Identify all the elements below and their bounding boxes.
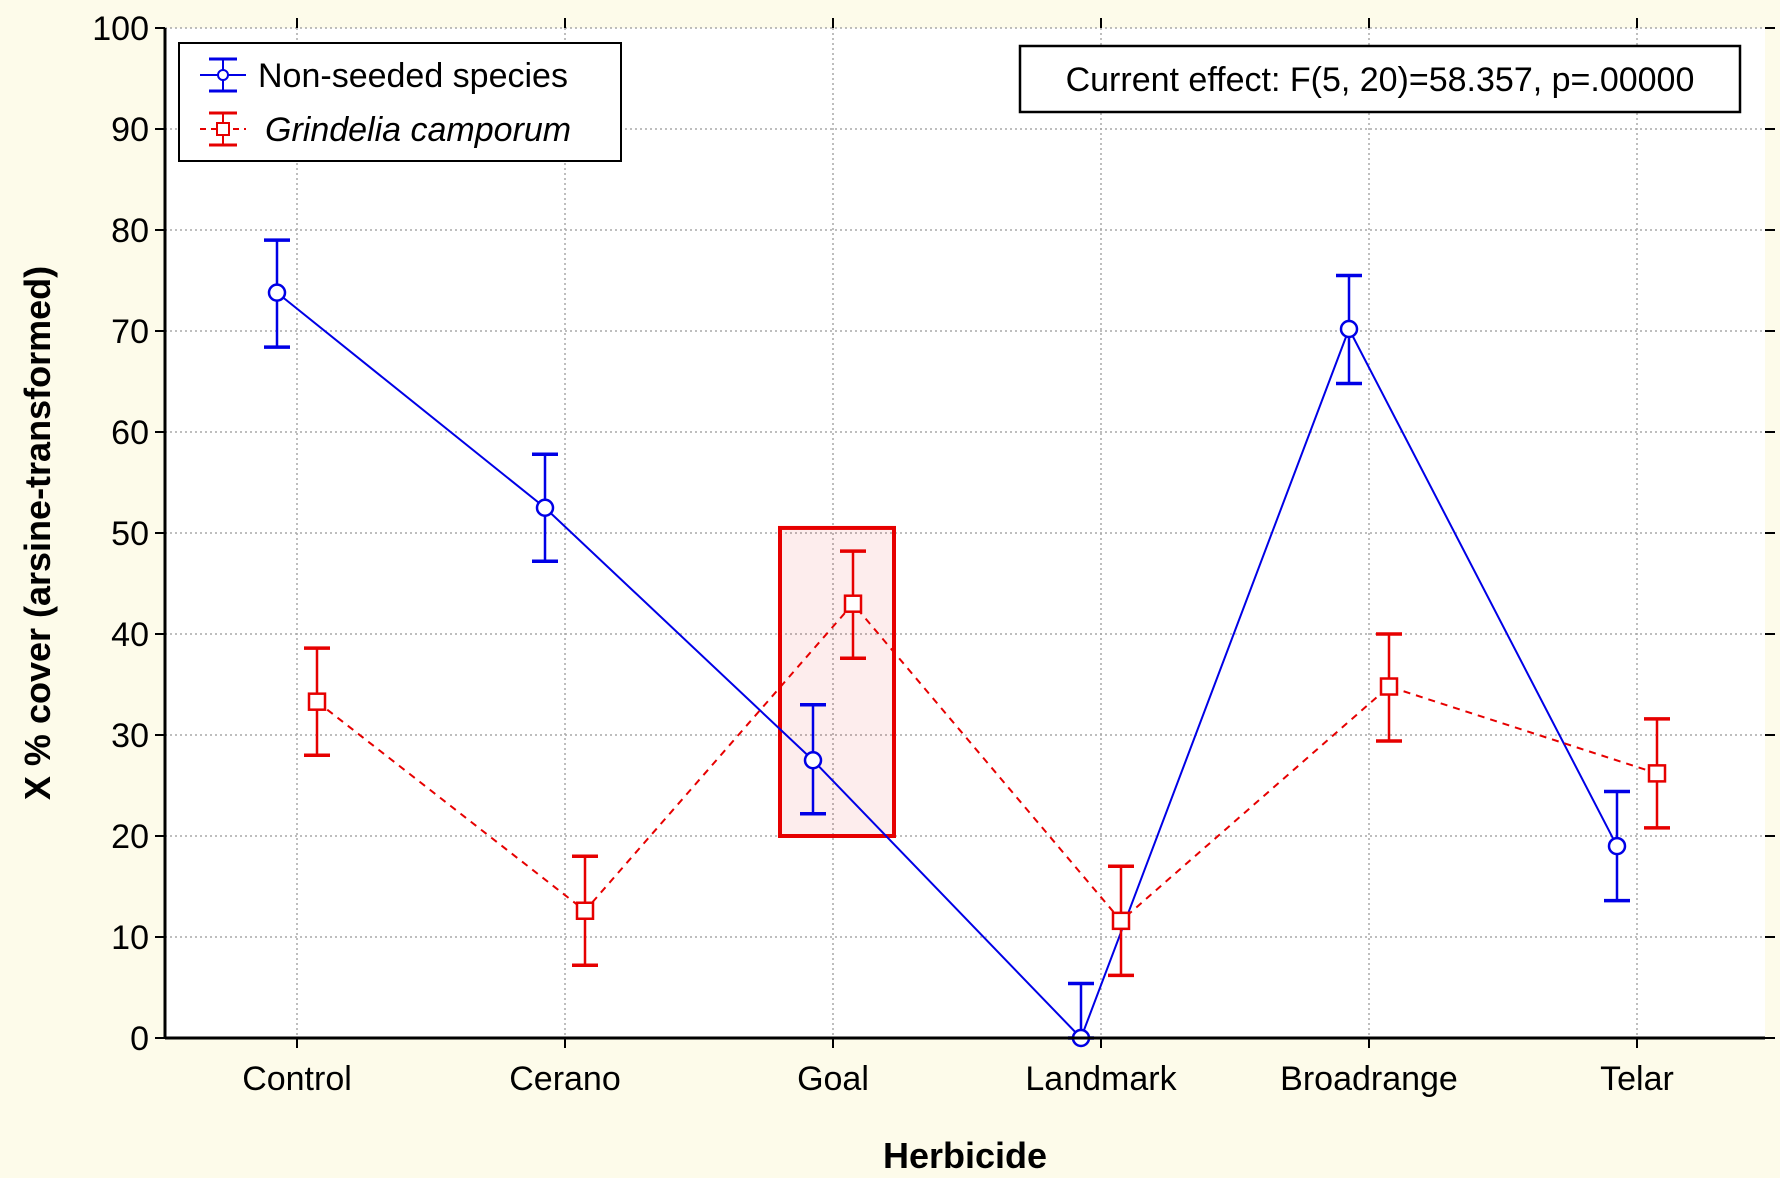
legend-box (178, 42, 622, 162)
grid (165, 27, 1765, 1038)
y-tick-label: 70 (111, 313, 149, 351)
data-point-non-seeded (1607, 836, 1627, 856)
y-tick-label: 40 (111, 616, 149, 654)
legend-label-non-seeded: Non-seeded species (258, 57, 568, 95)
data-point-grindelia (1111, 911, 1131, 931)
data-point-grindelia (575, 901, 595, 920)
y-tick-label: 20 (111, 818, 149, 856)
series-line-non-seeded (276, 291, 1618, 1040)
data-point-non-seeded (1339, 319, 1359, 339)
data-point-non-seeded (267, 283, 287, 302)
data-point-grindelia (843, 594, 863, 613)
data-point-grindelia (307, 692, 327, 711)
x-tick-label: Cerano (509, 1060, 621, 1098)
y-tick-label: 10 (111, 919, 149, 957)
annotation-frame (1018, 44, 1742, 114)
x-tick-label: Goal (797, 1060, 869, 1098)
data-point-non-seeded (535, 498, 555, 517)
y-tick-label: 60 (111, 414, 149, 452)
highlight-box (778, 525, 896, 838)
legend-symbol-grindelia (200, 111, 246, 147)
y-axis-title: X % cover (arsine-transformed) (17, 266, 58, 800)
annotation-box: Current effect: F(5, 20)=58.357, p=.0000… (1018, 44, 1742, 114)
axes (155, 18, 1775, 1048)
legend: Non-seeded species Grindelia camporum (178, 42, 622, 162)
y-tick-label: 100 (92, 10, 149, 48)
y-tick-label: 50 (111, 515, 149, 553)
series-line-grindelia (316, 602, 1658, 923)
highlight-layer (778, 525, 896, 838)
y-tick-label: 80 (111, 212, 149, 250)
x-tick-label: Broadrange (1280, 1060, 1458, 1098)
data-point-grindelia (1379, 677, 1399, 696)
data-point-grindelia (1647, 764, 1667, 783)
x-axis-title: Herbicide (883, 1135, 1047, 1176)
y-tick-label: 30 (111, 717, 149, 755)
tick-labels: 0 10 20 30 40 50 60 70 80 90 100 Control Cerano Goal L… (92, 10, 1674, 1098)
x-tick-label: Telar (1600, 1060, 1674, 1098)
legend-label-grindelia: Grindelia camporum (265, 111, 571, 149)
legend-symbol-non-seeded (200, 57, 246, 93)
x-tick-label: Control (242, 1060, 352, 1098)
annotation-text: Current effect: F(5, 20)=58.357, p=.0000… (1066, 61, 1695, 99)
x-tick-label: Landmark (1025, 1060, 1177, 1098)
y-tick-label: 0 (130, 1020, 149, 1058)
data-point-non-seeded (803, 751, 823, 770)
y-tick-label: 90 (111, 111, 149, 149)
